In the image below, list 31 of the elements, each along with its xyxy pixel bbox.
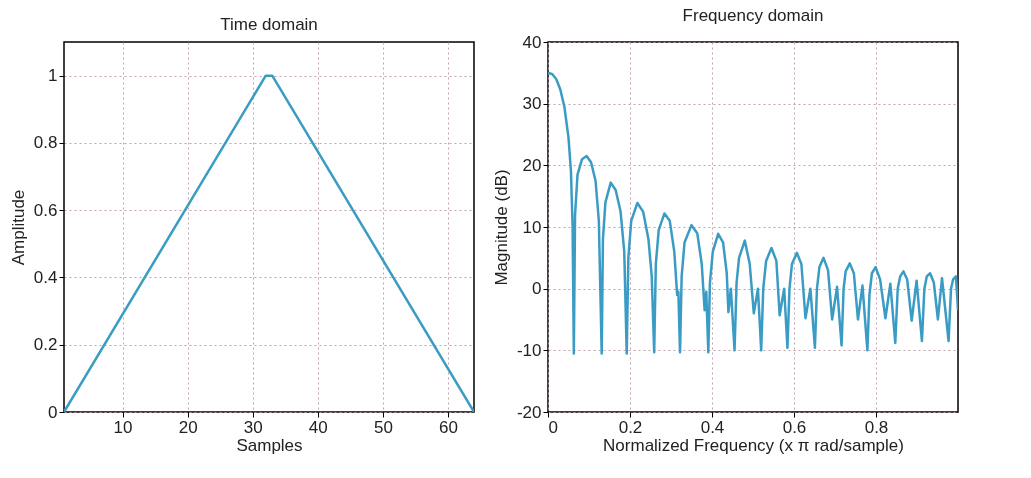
y-axis-title: Magnitude (dB) (491, 169, 511, 286)
x-tick-label: 0.8 (864, 417, 889, 437)
x-tick-label: 30 (243, 417, 263, 437)
y-tick-label: 10 (522, 217, 542, 237)
y-axis-title: Amplitude (8, 189, 28, 266)
x-axis-title: Normalized Frequency (x π rad/sample) (603, 435, 904, 455)
y-tick-label: 0.6 (33, 200, 58, 220)
y-tick-label: 30 (522, 94, 542, 114)
y-tick-label: 1 (48, 66, 58, 86)
x-tick-label: 60 (439, 417, 458, 437)
x-tick-label: 40 (308, 417, 328, 437)
x-tick-label: 0.2 (618, 417, 643, 437)
chart-title: Frequency domain (682, 6, 824, 25)
x-tick-label: 0.4 (700, 417, 725, 437)
x-tick-label: 50 (373, 417, 393, 437)
y-tick-label: 0.4 (33, 267, 58, 287)
x-axis-title: Samples (236, 435, 303, 455)
y-tick-label: -10 (516, 340, 542, 360)
y-tick-label: 40 (522, 32, 542, 52)
y-tick-label: 0.2 (33, 335, 58, 355)
y-tick-label: 0 (532, 279, 542, 299)
y-tick-label: 0.8 (33, 133, 58, 153)
line-series (548, 71, 958, 355)
chart-title: Time domain (220, 15, 318, 34)
y-tick-label: 20 (522, 155, 542, 175)
x-tick-label: 20 (178, 417, 198, 437)
y-tick-label: -20 (516, 402, 542, 422)
y-tick-label: 0 (48, 402, 58, 422)
x-tick-label: 10 (113, 417, 133, 437)
x-tick-label: 0.6 (782, 417, 807, 437)
x-tick-label: 0 (548, 417, 558, 437)
